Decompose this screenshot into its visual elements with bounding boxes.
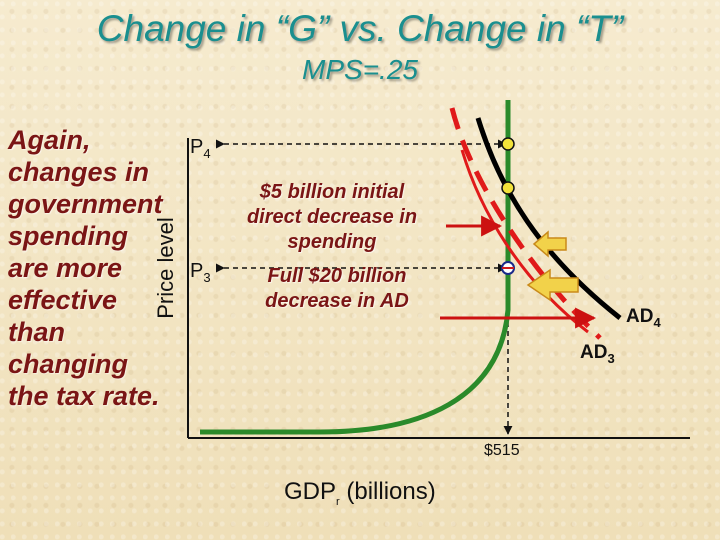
ad4-label: AD4 — [626, 306, 661, 330]
annotation-full-decrease: Full $20 billion decrease in AD — [265, 265, 409, 312]
aggregate-supply-curve — [200, 100, 511, 435]
yellow-dot-icon — [501, 137, 515, 151]
p3-label: P3 — [190, 260, 211, 285]
x-tick-label: $515 — [484, 442, 520, 459]
x-axis-label: GDPr (billions) — [284, 478, 436, 508]
side-text-line: spending — [8, 221, 128, 251]
side-text-line: changes in — [8, 157, 150, 187]
ad4-curve — [475, 117, 622, 320]
side-text-line: changing — [8, 349, 128, 379]
page-subtitle: MPS=.25 — [302, 54, 418, 85]
side-text: Again, changes in government spending ar… — [8, 124, 178, 412]
side-text-line: are more — [8, 253, 123, 283]
p4-label: P4 — [190, 136, 211, 161]
ad3-curve — [460, 149, 589, 334]
yellow-dot-icon — [501, 181, 515, 195]
side-text-line: the tax rate. — [8, 381, 160, 411]
yellow-pointer-arrow-icon — [532, 230, 567, 258]
ad3-label: AD3 — [580, 342, 615, 366]
page-title: Change in “G” vs. Change in “T” — [96, 8, 624, 49]
side-text-line: government — [8, 189, 163, 219]
y-axis-label: Price level — [153, 217, 178, 319]
side-text-line: Again, — [8, 125, 91, 155]
side-text-line: than — [8, 317, 65, 347]
yellow-pointer-arrow-icon — [526, 268, 579, 302]
side-text-line: effective — [8, 285, 118, 315]
annotation-initial-decrease: $5 billion initial direct decrease in sp… — [246, 181, 418, 253]
ad3-dashed-curve — [449, 107, 602, 340]
